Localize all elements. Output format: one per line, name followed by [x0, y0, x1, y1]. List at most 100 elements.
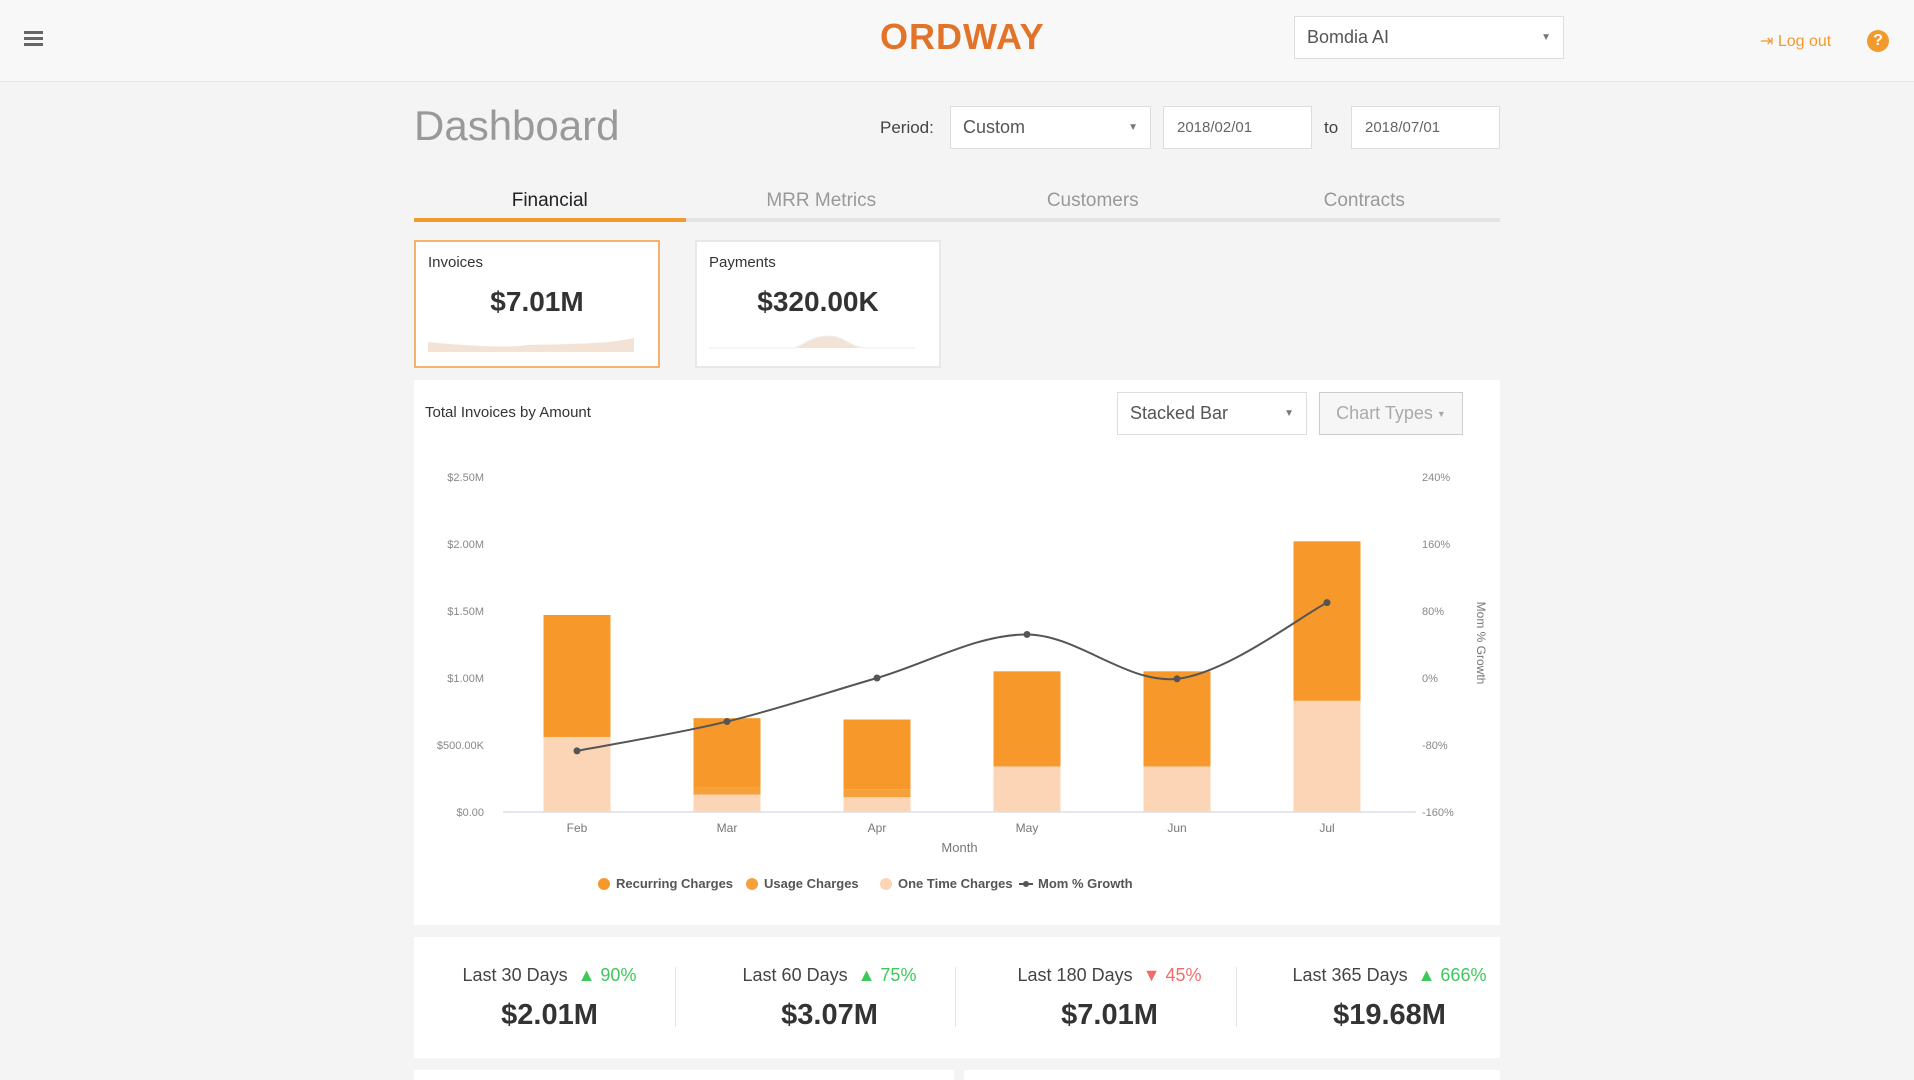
stat-change: 45%: [1165, 965, 1202, 985]
chart-types-label: Chart Types: [1336, 403, 1433, 423]
x-tick-label: Apr: [868, 821, 887, 835]
period-value: Custom: [963, 117, 1026, 137]
top-bar: ORDWAY Bomdia AI ▼ ⇥ Log out ?: [0, 0, 1914, 82]
stat-value: $19.68M: [1333, 999, 1446, 1031]
menu-icon[interactable]: [24, 31, 43, 46]
page-title: Dashboard: [414, 102, 620, 149]
invoices-card[interactable]: Invoices $7.01M: [414, 240, 660, 368]
invoices-sparkline: [428, 338, 634, 352]
payments-card[interactable]: Payments $320.00K: [695, 240, 941, 368]
tab-contracts[interactable]: Contracts: [1323, 190, 1405, 211]
period-select[interactable]: Custom ▼: [950, 106, 1151, 149]
bar-recurring-charges: [843, 719, 911, 790]
chart-style-select[interactable]: Stacked Bar ▼: [1117, 392, 1307, 435]
date-from-input[interactable]: 2018/02/01: [1163, 106, 1312, 149]
growth-point: [1023, 630, 1031, 638]
x-axis-title: Month: [941, 840, 977, 855]
legend-marker: [880, 878, 892, 890]
y2-tick-label: 160%: [1422, 539, 1450, 551]
x-tick-label: May: [1016, 821, 1039, 835]
divider: [1236, 967, 1237, 1027]
stat-label: Last 60 Days: [742, 965, 848, 985]
card-value: $7.01M: [490, 286, 584, 317]
stat-last-365-days: Last 365 Days ▲ 666% $19.68M: [1254, 937, 1525, 1058]
payments-sparkline: [709, 335, 915, 349]
stat-label: Last 180 Days: [1017, 965, 1133, 985]
x-tick-label: Jul: [1319, 821, 1334, 835]
chart-panel: Total Invoices by Amount Stacked Bar ▼ Ch…: [414, 380, 1500, 925]
arrow-up-icon: ▲: [857, 965, 881, 985]
growth-point: [723, 718, 731, 726]
bar-recurring-charges: [693, 718, 761, 788]
stat-change: 90%: [600, 965, 637, 985]
legend-label: Recurring Charges: [616, 876, 733, 891]
tab-bar: Financial MRR Metrics Customers Contract…: [414, 190, 1500, 222]
y-tick-label: $0.00: [456, 807, 484, 819]
help-icon[interactable]: ?: [1867, 30, 1889, 52]
logout-link[interactable]: ⇥ Log out: [1760, 31, 1831, 51]
y-tick-label: $2.50M: [447, 472, 484, 484]
y2-tick-label: -80%: [1422, 740, 1448, 752]
tab-financial[interactable]: Financial: [414, 190, 686, 222]
bar-recurring-charges: [1143, 671, 1211, 767]
growth-point: [1323, 599, 1331, 607]
legend-label: Mom % Growth: [1038, 876, 1133, 891]
stats-panel: Last 30 Days ▲ 90% $2.01M Last 60 Days ▲ 7…: [414, 937, 1500, 1058]
y2-tick-label: 0%: [1422, 673, 1438, 685]
company-select[interactable]: Bomdia AI ▼: [1294, 16, 1564, 59]
arrow-down-icon: ▼: [1142, 965, 1166, 985]
period-label: Period:: [880, 118, 934, 137]
bottom-panel-right: [964, 1070, 1500, 1080]
stat-change: 75%: [880, 965, 917, 985]
chevron-down-icon: ▼: [1541, 32, 1551, 43]
arrow-up-icon: ▲: [577, 965, 601, 985]
growth-line: [576, 601, 1328, 752]
bar-usage-charges: [693, 787, 761, 795]
y2-axis-title: Mom % Growth: [1474, 602, 1488, 685]
growth-point: [573, 747, 581, 755]
bar-recurring-charges: [993, 671, 1061, 767]
y-tick-label: $500.00K: [437, 740, 485, 752]
growth-point: [873, 674, 881, 682]
bar-recurring-charges: [543, 615, 611, 737]
stat-value: $7.01M: [1061, 999, 1158, 1031]
legend-marker: [598, 878, 610, 890]
ordway-logo: ORDWAY: [880, 16, 1045, 57]
divider: [675, 967, 676, 1027]
to-label: to: [1324, 118, 1339, 137]
y2-tick-label: 80%: [1422, 606, 1444, 618]
y-tick-label: $1.50M: [447, 606, 484, 618]
y-tick-label: $2.00M: [447, 539, 484, 551]
card-title: Payments: [709, 254, 776, 271]
bar-usage-charges: [843, 789, 911, 798]
chart-title: Total Invoices by Amount: [425, 404, 591, 421]
card-title: Invoices: [428, 254, 484, 271]
bar-one-time-charges: [843, 797, 911, 812]
stat-value: $3.07M: [781, 999, 878, 1031]
legend-marker: [746, 878, 758, 890]
tab-customers[interactable]: Customers: [1046, 190, 1139, 211]
chevron-down-icon: ▼: [1284, 408, 1294, 419]
chart-types-button[interactable]: Chart Types ▼: [1319, 392, 1463, 435]
stat-label: Last 365 Days: [1292, 965, 1408, 985]
chart-style-value: Stacked Bar: [1130, 403, 1229, 423]
caret-down-icon: ▼: [1436, 408, 1446, 419]
stat-change: 666%: [1440, 965, 1487, 985]
stat-last-60-days: Last 60 Days ▲ 75% $3.07M: [694, 937, 965, 1058]
y-tick-label: $1.00M: [447, 673, 484, 685]
tab-mrr-metrics[interactable]: MRR Metrics: [766, 190, 877, 211]
legend-marker: [1023, 881, 1029, 887]
legend-label: Usage Charges: [764, 876, 859, 891]
growth-point: [1173, 675, 1181, 683]
stat-last-30-days: Last 30 Days ▲ 90% $2.01M: [414, 937, 685, 1058]
date-to-input[interactable]: 2018/07/01: [1351, 106, 1500, 149]
stat-label: Last 30 Days: [462, 965, 568, 985]
stat-last-180-days: Last 180 Days ▼ 45% $7.01M: [974, 937, 1245, 1058]
x-tick-label: Mar: [717, 821, 738, 835]
legend-label: One Time Charges: [898, 876, 1013, 891]
divider: [955, 967, 956, 1027]
company-name: Bomdia AI: [1307, 27, 1390, 47]
invoices-chart: $0.00 -160% $500.00K -80% $1.00M 0% $1.50M 80% $…: [437, 472, 1488, 891]
bar-recurring-charges: [1293, 541, 1361, 701]
logout-icon: ⇥: [1760, 33, 1778, 50]
